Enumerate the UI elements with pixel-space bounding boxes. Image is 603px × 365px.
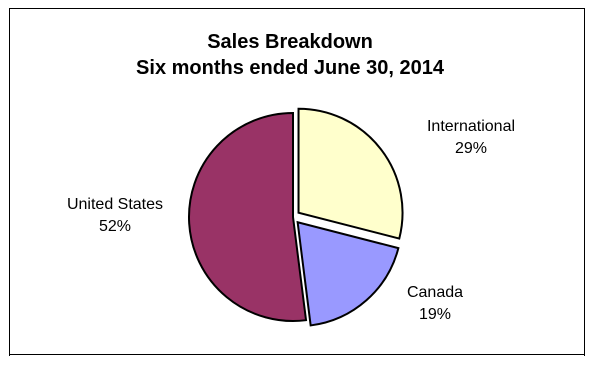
chart-area-baseline <box>9 354 585 355</box>
chart-area <box>9 8 585 356</box>
pie-slice-international <box>297 107 404 240</box>
data-label-international-value: 29% <box>454 140 488 157</box>
data-label-international-name: International <box>426 118 516 135</box>
chart-title: Sales Breakdown Six months ended June 30… <box>0 29 580 81</box>
data-label-canada-value: 19% <box>418 306 452 323</box>
data-label-canada-name: Canada <box>406 284 464 301</box>
data-label-united-states-value: 52% <box>98 218 132 235</box>
chart-title-line-2: Six months ended June 30, 2014 <box>136 57 444 79</box>
data-label-united-states-name: United States <box>66 196 164 213</box>
data-label-united-states: United States 52% <box>40 194 190 238</box>
data-label-canada: Canada 19% <box>390 282 480 326</box>
pie-slice-canada <box>296 220 400 327</box>
pie-slice-united-states <box>188 111 308 322</box>
data-label-international: International 29% <box>406 116 536 160</box>
chart-title-line-1: Sales Breakdown <box>207 31 373 53</box>
